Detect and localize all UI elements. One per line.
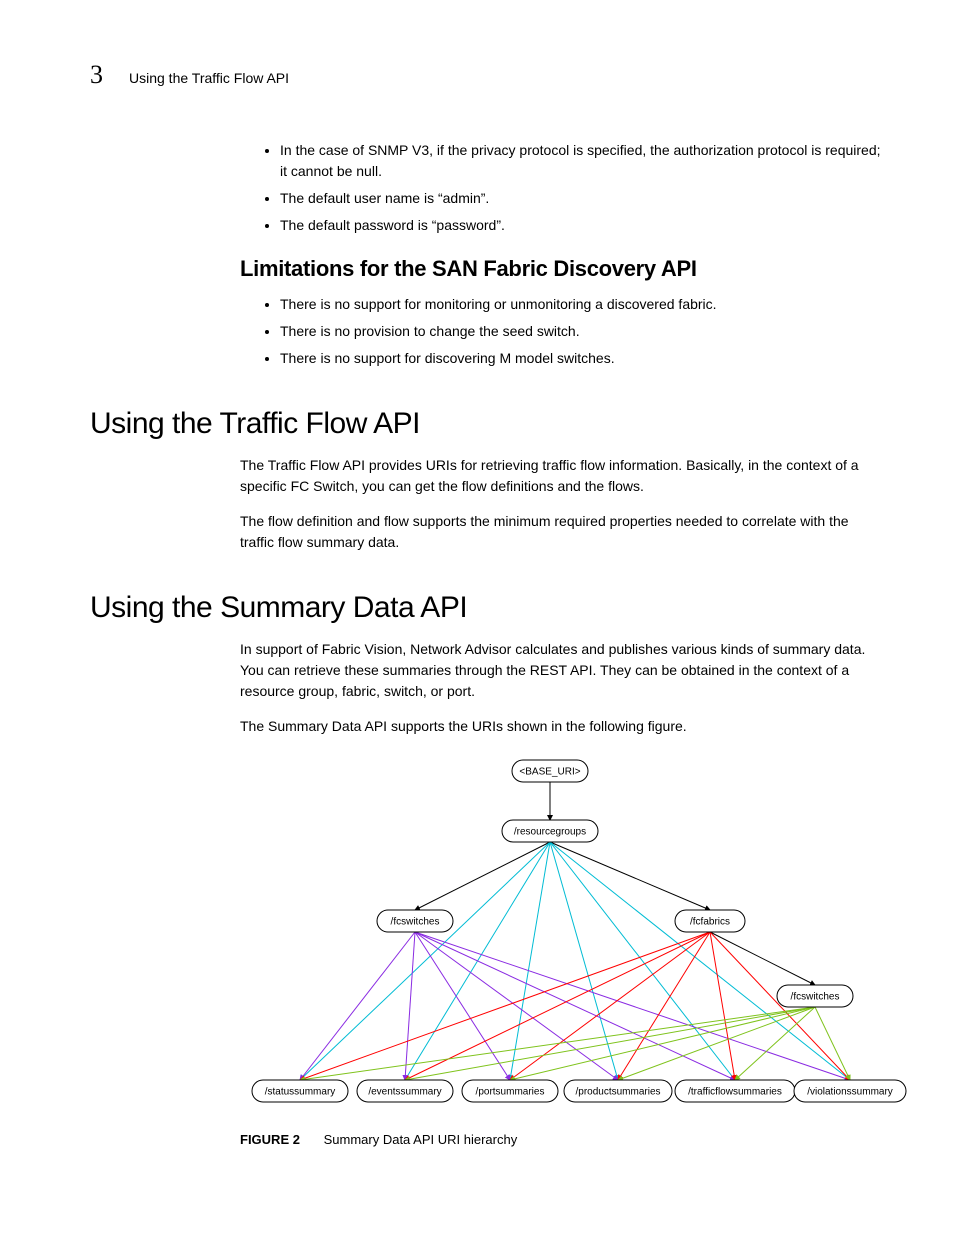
uri-edge bbox=[550, 842, 850, 1080]
uri-edge bbox=[550, 842, 710, 910]
figure-caption-text: Summary Data API URI hierarchy bbox=[324, 1132, 518, 1147]
list-item: There is no support for discovering M mo… bbox=[280, 348, 884, 369]
traffic-flow-heading: Using the Traffic Flow API bbox=[90, 407, 884, 441]
uri-edge bbox=[300, 932, 710, 1080]
uri-node-label: /fcswitches bbox=[391, 917, 440, 928]
uri-node-label: /portsummaries bbox=[476, 1087, 545, 1098]
body-text: The Traffic Flow API provides URIs for r… bbox=[240, 455, 884, 497]
page-header: 3 Using the Traffic Flow API bbox=[90, 60, 884, 90]
uri-edge bbox=[405, 932, 415, 1080]
chapter-number: 3 bbox=[90, 60, 103, 90]
list-item: There is no provision to change the seed… bbox=[280, 321, 884, 342]
uri-node-label: /fcswitches bbox=[791, 992, 840, 1003]
list-item: The default user name is “admin”. bbox=[280, 188, 884, 209]
figure-label: FIGURE 2 bbox=[240, 1132, 300, 1147]
uri-edge bbox=[735, 1007, 815, 1080]
uri-node-label: /productsummaries bbox=[575, 1087, 660, 1098]
uri-edge bbox=[510, 932, 710, 1080]
figure-2: <BASE_URI> /resourcegroups/fcswitches/fcf… bbox=[240, 751, 884, 1147]
body-text: The Summary Data API supports the URIs s… bbox=[240, 716, 884, 737]
limitations-bullets: There is no support for monitoring or un… bbox=[240, 294, 884, 369]
uri-edge bbox=[815, 1007, 850, 1080]
uri-edge bbox=[550, 842, 735, 1080]
uri-node-label: /statussummary bbox=[265, 1087, 336, 1098]
uri-edge bbox=[415, 932, 618, 1080]
summary-data-heading: Using the Summary Data API bbox=[90, 591, 884, 625]
uri-node-label: /trafficflowsummaries bbox=[688, 1087, 782, 1098]
uri-node-label: /eventssummary bbox=[368, 1087, 441, 1098]
uri-edge bbox=[618, 1007, 815, 1080]
body-text: The flow definition and flow supports th… bbox=[240, 511, 884, 553]
uri-node-label: /violationssummary bbox=[807, 1087, 893, 1098]
uri-node-label: <BASE_URI> bbox=[519, 767, 580, 778]
list-item: There is no support for monitoring or un… bbox=[280, 294, 884, 315]
limitations-heading: Limitations for the SAN Fabric Discovery… bbox=[240, 256, 884, 282]
figure-caption: FIGURE 2 Summary Data API URI hierarchy bbox=[240, 1132, 884, 1147]
uri-edge bbox=[510, 842, 550, 1080]
uri-edge bbox=[300, 842, 550, 1080]
intro-bullets: In the case of SNMP V3, if the privacy p… bbox=[240, 140, 884, 236]
uri-node-label: /resourcegroups bbox=[514, 827, 586, 838]
body-text: In support of Fabric Vision, Network Adv… bbox=[240, 639, 884, 702]
uri-node-label: /fcfabrics bbox=[690, 917, 730, 928]
list-item: The default password is “password”. bbox=[280, 215, 884, 236]
header-title: Using the Traffic Flow API bbox=[129, 70, 289, 86]
uri-edge bbox=[405, 1007, 815, 1080]
list-item: In the case of SNMP V3, if the privacy p… bbox=[280, 140, 884, 182]
uri-hierarchy-diagram: <BASE_URI> /resourcegroups/fcswitches/fcf… bbox=[240, 751, 920, 1121]
uri-edge bbox=[710, 932, 815, 985]
uri-edge bbox=[300, 932, 415, 1080]
